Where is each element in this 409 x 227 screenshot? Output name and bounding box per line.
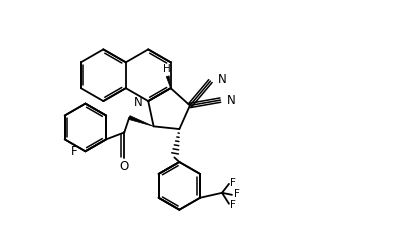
Text: N: N (133, 96, 142, 109)
Text: H: H (162, 64, 170, 74)
Polygon shape (128, 116, 153, 126)
Text: N: N (227, 94, 236, 107)
Text: F: F (229, 200, 235, 210)
Text: F: F (71, 145, 77, 158)
Text: N: N (217, 73, 226, 86)
Text: F: F (234, 189, 239, 199)
Text: O: O (119, 160, 128, 173)
Polygon shape (166, 76, 170, 88)
Text: F: F (229, 178, 235, 188)
